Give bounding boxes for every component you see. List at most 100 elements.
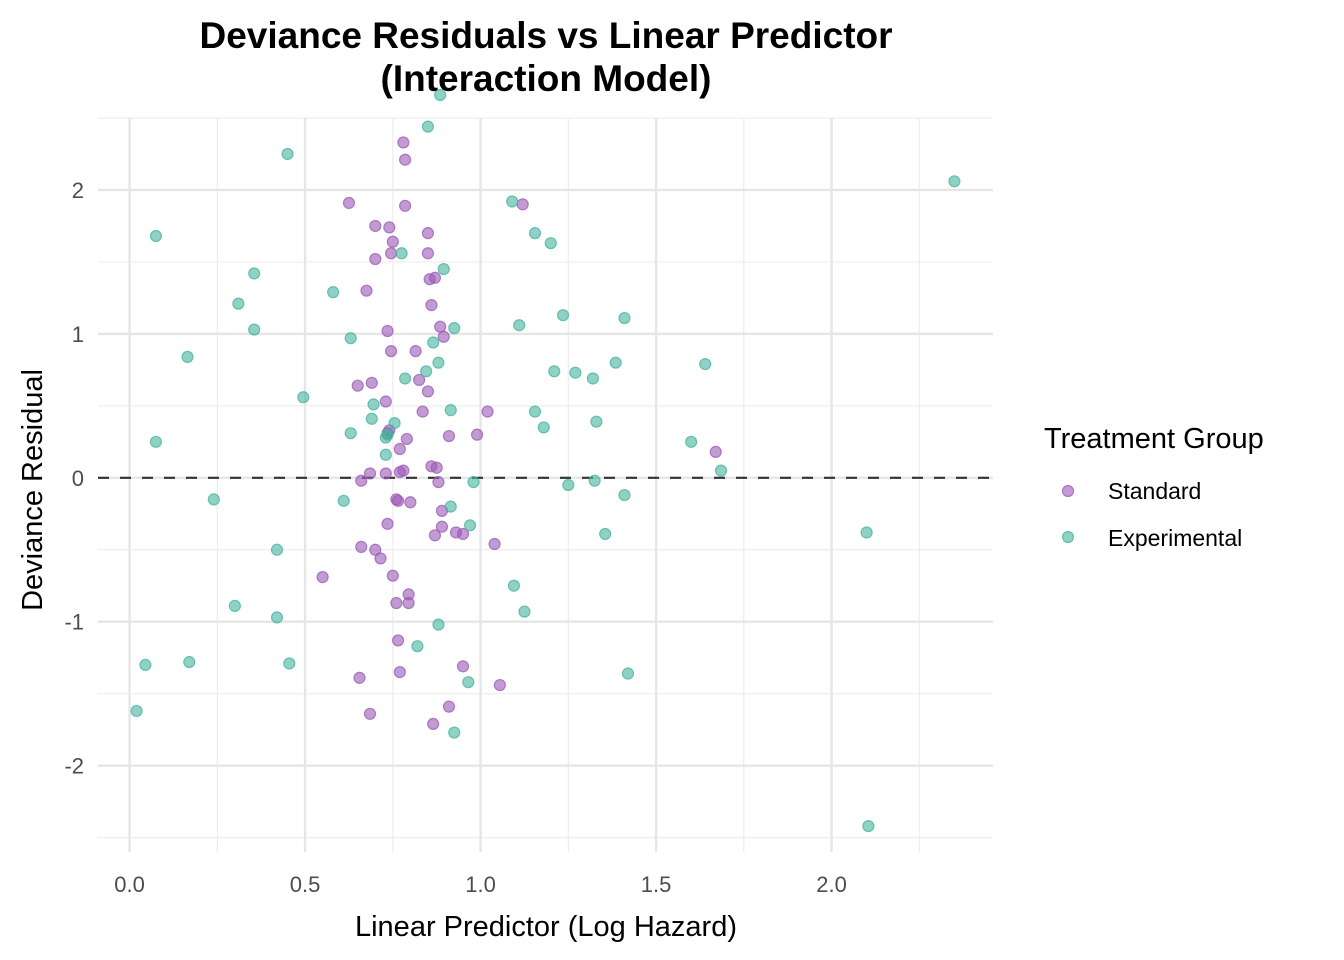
data-point-experimental [248, 267, 261, 280]
data-point-experimental [463, 519, 477, 532]
data-point-standard [425, 298, 438, 312]
legend-label-standard: Standard [1108, 478, 1201, 504]
data-point-experimental [506, 195, 519, 208]
data-point-experimental [130, 704, 143, 718]
data-point-standard [384, 345, 398, 358]
data-point-standard [390, 596, 403, 610]
x-tick-label: 1.0 [465, 872, 496, 897]
data-point-standard [391, 634, 405, 647]
data-point-standard [397, 136, 410, 149]
data-point-standard [481, 405, 494, 418]
data-point-experimental [437, 263, 450, 276]
legend-entry-standard: Standard [1061, 478, 1201, 504]
data-point-experimental [183, 655, 196, 669]
data-point-experimental [862, 819, 875, 833]
data-point-standard [456, 527, 470, 541]
data-point-standard [363, 707, 377, 720]
data-point-standard [430, 461, 443, 474]
legend-label-experimental: Experimental [1108, 525, 1242, 551]
data-point-experimental [621, 667, 635, 680]
x-tick-label: 1.5 [641, 872, 672, 897]
data-point-experimental [528, 227, 542, 240]
data-point-standard [369, 543, 382, 556]
data-point-experimental [537, 421, 550, 434]
data-point-experimental [462, 676, 475, 689]
data-point-experimental [513, 319, 526, 332]
data-point-experimental [399, 372, 412, 385]
data-point-standard [360, 284, 373, 297]
data-point-standard [432, 476, 445, 489]
data-point-standard [423, 273, 436, 286]
legend-marker-experimental [1061, 530, 1075, 544]
y-tick-label: -2 [64, 754, 84, 779]
data-point-standard [435, 520, 449, 533]
data-point-experimental [448, 726, 461, 739]
legend-title: Treatment Group [1044, 423, 1264, 455]
data-point-standard [709, 445, 722, 458]
x-tick-label: 0.5 [290, 872, 321, 897]
chart-subtitle-text: (Interaction Model) [381, 58, 712, 99]
data-point-experimental [432, 618, 445, 631]
data-point-standard [416, 405, 429, 418]
data-point-standard [374, 552, 387, 565]
data-point-standard [442, 700, 456, 713]
data-point-standard [393, 442, 406, 456]
data-point-experimental [562, 478, 575, 492]
data-point-experimental [444, 500, 457, 513]
data-point-experimental [544, 237, 557, 250]
data-point-experimental [270, 543, 284, 556]
data-point-standard [442, 429, 456, 443]
data-point-experimental [207, 493, 220, 506]
data-point-standard [397, 464, 410, 477]
data-point-standard [413, 373, 426, 387]
legend-entry-experimental: Experimental [1061, 525, 1242, 551]
data-point-experimental [467, 476, 480, 489]
data-point-experimental [548, 365, 561, 378]
data-point-experimental [590, 415, 603, 428]
data-point-standard [470, 428, 484, 441]
y-axis-ticks: -2 -1 0 1 2 [64, 178, 84, 779]
data-point-experimental [444, 404, 457, 417]
data-point-standard [316, 571, 329, 584]
data-point-standard [369, 219, 382, 233]
data-point-experimental [714, 464, 728, 477]
data-point-standard [488, 537, 501, 551]
data-point-experimental [149, 229, 163, 243]
y-tick-label: -1 [64, 610, 84, 635]
data-point-experimental [618, 311, 631, 325]
data-point-standard [379, 395, 392, 408]
data-point-experimental [685, 435, 698, 448]
data-point-experimental [434, 88, 447, 102]
grid [98, 117, 993, 852]
data-point-experimental [860, 526, 873, 539]
data-point-experimental [149, 435, 163, 448]
y-tick-label: 0 [72, 466, 84, 491]
data-points [130, 88, 961, 833]
data-point-experimental [228, 599, 241, 612]
x-axis-ticks: 0.0 0.5 1.0 1.5 2.0 [114, 872, 847, 897]
data-point-standard [421, 227, 435, 240]
data-point-experimental [344, 332, 357, 345]
data-point-experimental [411, 640, 424, 653]
data-point-experimental [344, 427, 357, 440]
y-axis-title: Deviance Residual [17, 369, 49, 611]
data-point-experimental [379, 448, 392, 461]
chart-title-text: Deviance Residuals vs Linear Predictor [199, 15, 892, 56]
data-point-standard [421, 247, 435, 260]
data-point-experimental [248, 323, 261, 336]
data-point-experimental [427, 336, 440, 349]
data-point-standard [409, 345, 422, 358]
data-point-standard [353, 671, 366, 684]
x-tick-label: 0.0 [114, 872, 145, 897]
data-point-experimental [569, 366, 582, 379]
legend-marker-standard [1061, 484, 1075, 498]
data-point-experimental [948, 175, 961, 188]
data-point-experimental [618, 488, 631, 502]
data-point-standard [383, 221, 396, 234]
data-point-standard [355, 474, 368, 487]
data-point-experimental [283, 657, 296, 670]
data-point-experimental [420, 365, 433, 378]
data-point-experimental [507, 579, 521, 592]
data-point-standard [399, 199, 412, 212]
